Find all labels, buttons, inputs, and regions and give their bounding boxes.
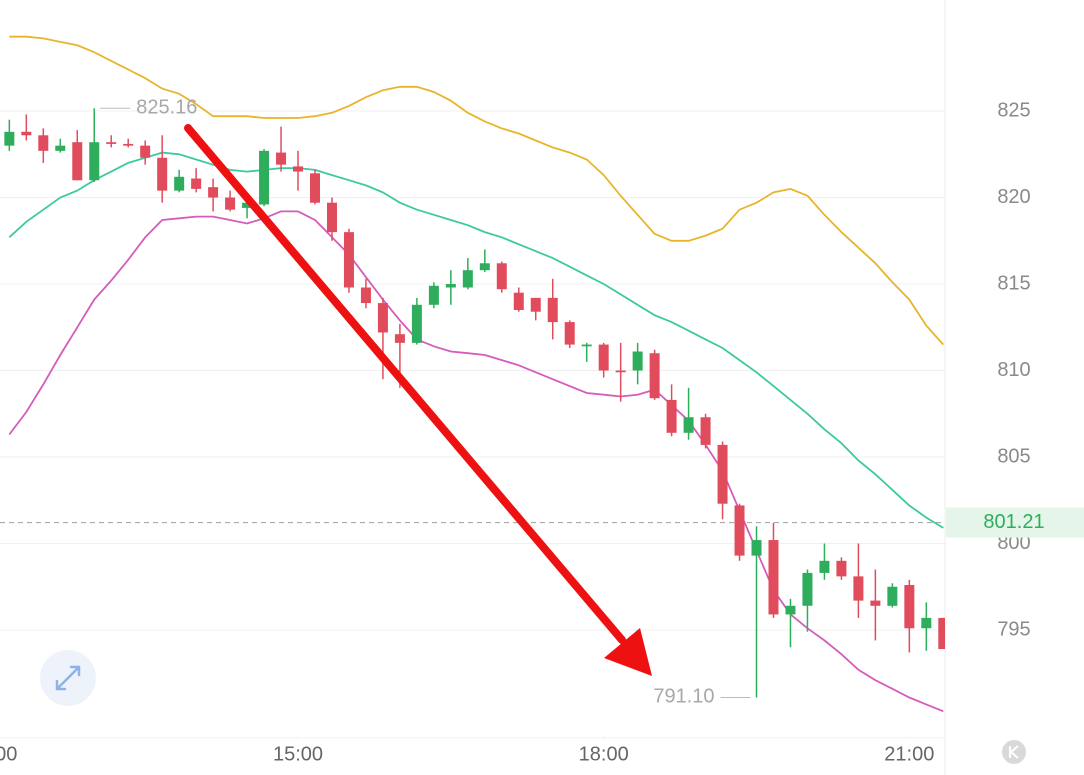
candle-body: [343, 232, 354, 288]
candle-body: [700, 417, 711, 445]
candle-body: [802, 572, 813, 606]
candle-body: [293, 166, 304, 172]
y-tick-label: 815: [997, 272, 1030, 294]
candle-body: [666, 399, 677, 433]
candle-body: [751, 540, 762, 556]
band-line: [9, 35, 944, 346]
candle-body: [21, 131, 32, 136]
arrow-head: [604, 628, 652, 676]
min-label: 791.10: [653, 686, 714, 708]
x-tick-label: 12:00: [0, 743, 17, 765]
last-price-label: 801.21: [983, 511, 1044, 533]
candle-body: [479, 263, 490, 271]
expand-button[interactable]: [40, 650, 96, 706]
y-tick-label: 810: [997, 359, 1030, 381]
candle-body: [632, 351, 643, 371]
candle-body: [310, 173, 320, 203]
candle-body: [208, 187, 219, 198]
candle-body: [4, 131, 15, 146]
candle-body: [853, 576, 864, 601]
candle-body: [734, 505, 745, 556]
candle-body: [785, 605, 796, 615]
grid: [0, 110, 945, 631]
candle-body: [496, 263, 507, 290]
band-line: [8, 151, 944, 529]
candle-body: [530, 297, 541, 312]
candle-body: [513, 292, 524, 310]
y-tick-label: 795: [997, 618, 1030, 640]
candle-body: [242, 202, 253, 208]
candle-body: [428, 285, 439, 305]
candle-body: [394, 334, 405, 343]
candle-body: [360, 287, 371, 304]
candle-body: [768, 540, 779, 615]
candle-body: [72, 142, 83, 181]
k-icon[interactable]: [1009, 745, 1019, 759]
max-label: 825.16: [136, 97, 197, 119]
candle-body: [717, 444, 728, 504]
candle-body: [411, 304, 422, 343]
candle-body: [174, 176, 185, 191]
candle-body: [921, 617, 932, 629]
candle-body: [55, 145, 66, 151]
candle-body: [615, 370, 626, 373]
candle-body: [547, 297, 558, 323]
candle-body: [581, 344, 592, 347]
labels: 79580080581081582082512:0015:0018:0021:0…: [0, 97, 1084, 765]
candle-body: [938, 617, 945, 650]
candle-body: [259, 150, 270, 205]
expand-icon[interactable]: [55, 665, 81, 691]
x-tick-label: 15:00: [273, 743, 323, 765]
x-tick-label: 21:00: [884, 743, 934, 765]
band-line: [8, 210, 944, 713]
y-tick-label: 820: [997, 186, 1030, 208]
candle-body: [887, 586, 898, 606]
k-button-bg[interactable]: [1002, 740, 1026, 764]
candle-body: [870, 600, 881, 606]
candle-body: [276, 152, 287, 165]
candle-body: [191, 178, 202, 189]
candle-body: [106, 142, 117, 144]
candle-body: [225, 197, 236, 210]
candle-body: [377, 303, 388, 333]
plot-area: [4, 35, 945, 713]
candle-body: [564, 322, 575, 345]
candle-body: [38, 135, 49, 151]
candle-body: [904, 585, 915, 629]
candle-body: [445, 284, 456, 288]
candle-body: [462, 270, 473, 288]
candle-body: [649, 353, 660, 399]
candle-body: [123, 143, 134, 146]
k-button[interactable]: [1002, 740, 1026, 764]
last-price-tag: [946, 507, 1084, 538]
candle-body: [683, 417, 694, 433]
trend-arrow: [184, 124, 652, 676]
candle-body: [836, 560, 847, 577]
candle-body: [598, 344, 609, 371]
y-tick-label: 805: [997, 445, 1030, 467]
arrow-shaft: [184, 124, 626, 644]
candle-body: [89, 142, 100, 181]
candle-body: [326, 202, 337, 233]
candle-body: [819, 560, 830, 573]
y-tick-label: 825: [997, 99, 1030, 121]
candle-body: [157, 157, 168, 191]
x-tick-label: 18:00: [579, 743, 629, 765]
candle-body: [140, 145, 151, 158]
